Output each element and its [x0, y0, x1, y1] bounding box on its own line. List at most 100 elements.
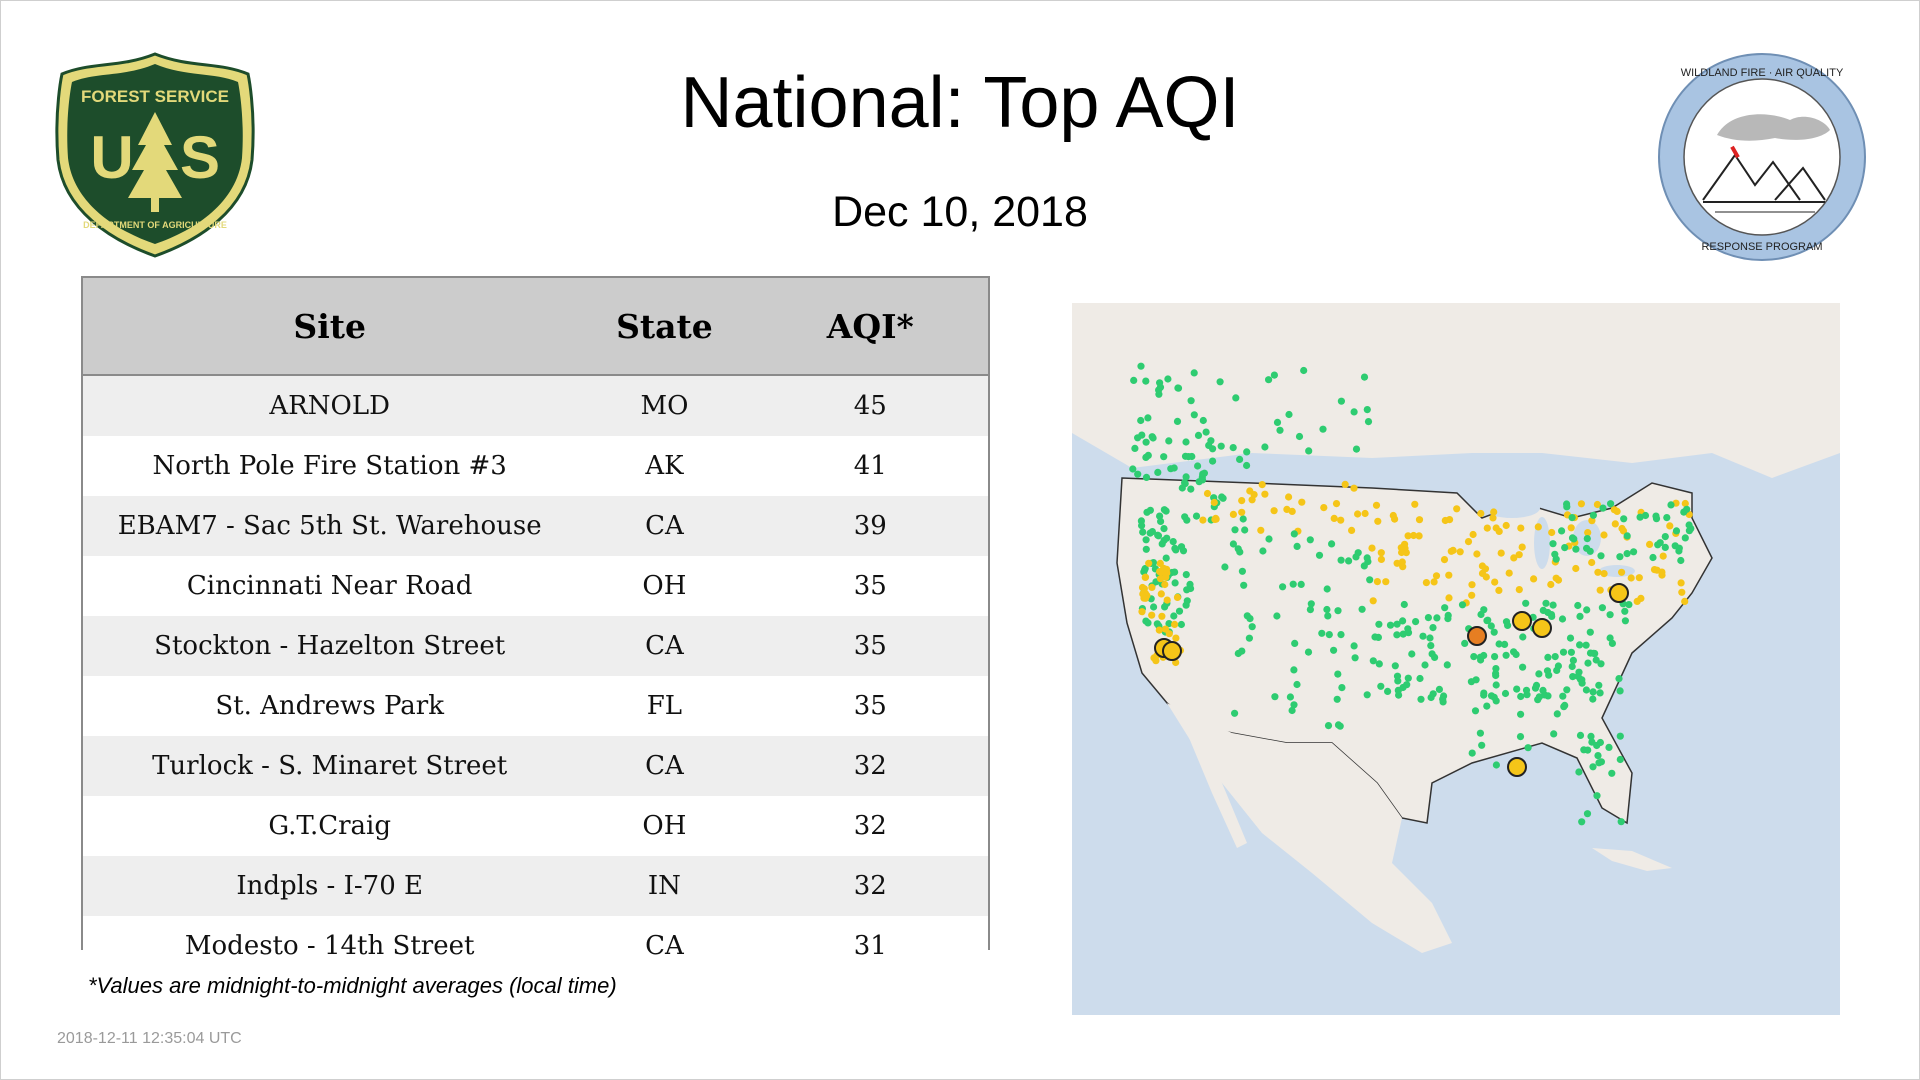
monitor-dot — [1586, 628, 1594, 636]
monitor-dot — [1391, 662, 1399, 670]
monitor-dot — [1144, 414, 1152, 422]
monitor-dot — [1345, 557, 1353, 565]
monitor-dot — [1146, 529, 1154, 537]
monitor-dot — [1142, 377, 1150, 385]
monitor-dot — [1209, 457, 1217, 465]
monitor-dot — [1350, 642, 1358, 650]
monitor-dot — [1398, 548, 1406, 557]
monitor-dot — [1270, 371, 1278, 379]
monitor-dot — [1371, 633, 1379, 641]
monitor-dot — [1134, 434, 1142, 442]
monitor-dot — [1559, 648, 1568, 656]
monitor-dot — [1589, 688, 1597, 696]
monitor-dot — [1324, 612, 1332, 620]
monitor-dot — [1258, 481, 1266, 489]
monitor-dot — [1142, 473, 1151, 481]
state-cell: FL — [576, 676, 753, 736]
table-row: North Pole Fire Station #3 AK 41 — [83, 436, 988, 496]
monitor-dot — [1199, 516, 1207, 524]
monitor-dot — [1141, 573, 1149, 581]
monitor-dot — [1194, 462, 1202, 470]
monitor-dot — [1325, 631, 1333, 639]
monitor-dot — [1427, 642, 1435, 650]
monitor-dot — [1403, 681, 1411, 689]
monitor-dot — [1160, 525, 1168, 533]
monitor-dot — [1480, 691, 1488, 699]
monitor-dot — [1165, 620, 1173, 628]
monitor-dot — [1672, 527, 1681, 535]
monitor-dot — [1666, 522, 1674, 530]
monitor-dot — [1183, 516, 1191, 524]
top-aqi-table: Site State AQI* ARNOLD MO 45 North Pole … — [81, 276, 990, 976]
aqi-cell: 32 — [752, 736, 988, 796]
monitor-dot — [1172, 546, 1180, 554]
monitor-dot — [1142, 438, 1150, 446]
monitor-dot — [1519, 663, 1527, 671]
monitor-dot — [1542, 599, 1550, 607]
monitor-dot — [1619, 527, 1628, 535]
site-cell: Cincinnati Near Road — [83, 556, 577, 616]
monitor-dot — [1158, 612, 1166, 620]
monitor-dot — [1173, 417, 1182, 425]
monitor-dot — [1616, 687, 1624, 695]
monitor-dot — [1155, 626, 1163, 634]
top-site-marker — [1532, 618, 1552, 638]
monitor-dot — [1285, 493, 1293, 501]
monitor-dot — [1150, 603, 1158, 611]
monitor-dot — [1363, 554, 1371, 562]
monitor-dot — [1433, 614, 1441, 622]
monitor-dot — [1352, 445, 1361, 453]
monitor-dot — [1408, 650, 1416, 658]
monitor-dot — [1476, 729, 1484, 737]
seal-top-text: WILDLAND FIRE · AIR QUALITY — [1681, 67, 1844, 79]
monitor-dot — [1559, 692, 1567, 700]
monitor-dot — [1412, 618, 1420, 626]
monitor-dot — [1337, 556, 1345, 564]
monitor-dot — [1456, 548, 1464, 556]
monitor-dot — [1681, 597, 1689, 605]
monitor-dot — [1652, 512, 1660, 520]
monitor-dot — [1440, 556, 1449, 564]
table-row: St. Andrews Park FL 35 — [83, 676, 988, 736]
monitor-dot — [1551, 550, 1559, 558]
monitor-dot — [1238, 647, 1246, 655]
top-site-marker — [1609, 583, 1629, 603]
monitor-dot — [1524, 744, 1532, 752]
monitor-dot — [1177, 620, 1185, 629]
monitor-dot — [1677, 556, 1685, 565]
table-row: Cincinnati Near Road OH 35 — [83, 556, 988, 616]
monitor-dot — [1231, 709, 1239, 717]
monitor-dot — [1257, 526, 1265, 534]
monitor-dot — [1637, 594, 1645, 602]
monitor-dot — [1182, 438, 1190, 446]
monitor-dot — [1143, 508, 1151, 516]
state-cell: MO — [576, 375, 753, 436]
monitor-dot — [1276, 426, 1284, 434]
site-cell: North Pole Fire Station #3 — [83, 436, 577, 496]
monitor-dot — [1361, 509, 1369, 518]
monitor-dot — [1661, 543, 1669, 551]
monitor-dot — [1164, 375, 1172, 383]
monitor-dot — [1298, 498, 1306, 506]
monitor-dot — [1621, 617, 1629, 625]
monitor-dot — [1187, 397, 1195, 405]
wildland-fire-seal-logo: WILDLAND FIRE · AIR QUALITY RESPONSE PRO… — [1658, 53, 1866, 261]
monitor-dot — [1597, 552, 1605, 560]
monitor-dot — [1270, 507, 1278, 515]
monitor-dot — [1246, 487, 1254, 495]
generated-timestamp: 2018-12-11 12:35:04 UTC — [57, 1030, 242, 1047]
monitor-dot — [1319, 425, 1327, 433]
site-cell: Stockton - Hazelton Street — [83, 616, 577, 676]
top-site-marker — [1512, 611, 1532, 631]
monitor-dot — [1369, 597, 1377, 605]
monitor-dot — [1681, 534, 1689, 542]
monitor-dot — [1510, 648, 1518, 656]
monitor-dot — [1544, 692, 1552, 700]
monitor-dot — [1142, 594, 1150, 602]
monitor-dot — [1575, 768, 1583, 776]
monitor-dot — [1338, 684, 1346, 692]
svg-text:S: S — [180, 124, 220, 191]
monitor-dot — [1173, 593, 1182, 601]
monitor-dot — [1469, 530, 1477, 539]
monitor-dot — [1399, 617, 1407, 625]
